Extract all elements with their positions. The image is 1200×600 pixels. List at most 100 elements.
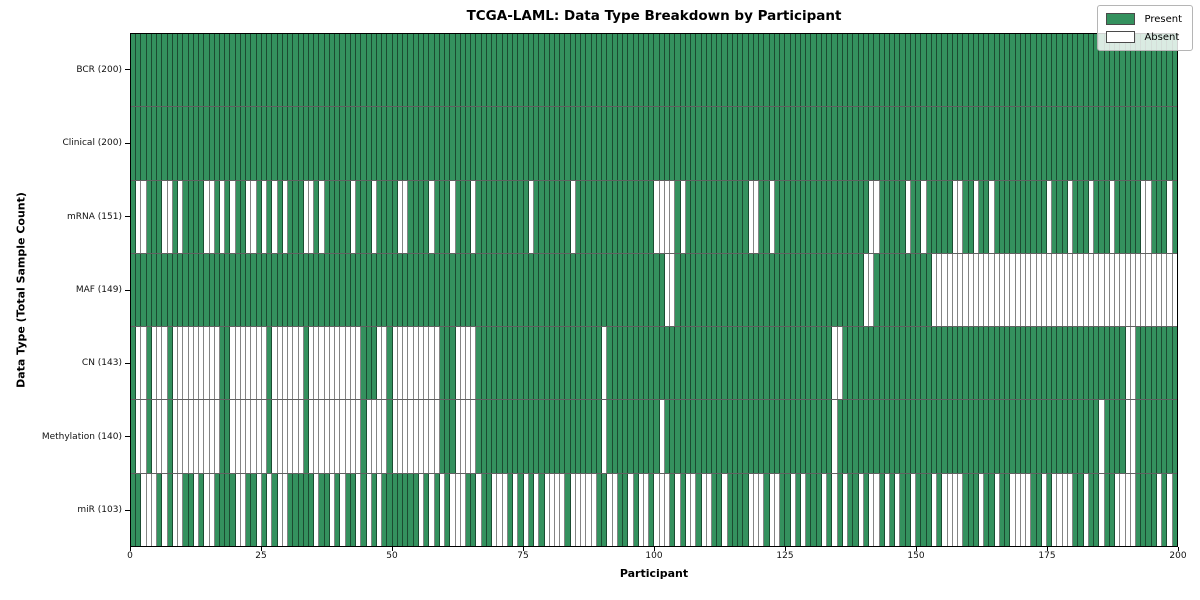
heatmap-cell bbox=[356, 107, 362, 180]
heatmap-cell bbox=[958, 107, 964, 180]
heatmap-cell bbox=[350, 107, 357, 180]
heatmap-cell bbox=[617, 400, 624, 473]
heatmap-cell bbox=[230, 253, 236, 327]
heatmap-cell bbox=[638, 107, 644, 180]
heatmap-cell bbox=[502, 34, 508, 107]
heatmap-cell bbox=[832, 34, 838, 107]
heatmap-cell bbox=[884, 473, 890, 546]
heatmap-cell bbox=[387, 473, 393, 546]
heatmap-cell bbox=[455, 327, 461, 400]
heatmap-cell bbox=[209, 327, 215, 400]
heatmap-cell bbox=[952, 107, 959, 180]
heatmap-cell bbox=[759, 180, 765, 253]
heatmap-cell bbox=[466, 327, 472, 400]
heatmap-cell bbox=[973, 253, 979, 327]
heatmap-cell bbox=[633, 327, 639, 400]
heatmap-cell bbox=[131, 180, 137, 253]
heatmap-cell bbox=[471, 107, 477, 180]
heatmap-cell bbox=[889, 107, 896, 180]
heatmap-cell bbox=[204, 107, 210, 180]
heatmap-cell bbox=[418, 34, 425, 107]
heatmap-cell bbox=[1172, 327, 1177, 400]
heatmap-cell bbox=[1041, 107, 1048, 180]
heatmap-cell bbox=[570, 400, 576, 473]
x-tick-mark bbox=[523, 547, 524, 551]
heatmap-cell bbox=[539, 34, 545, 107]
heatmap-cell bbox=[1010, 473, 1016, 546]
heatmap-cell bbox=[413, 253, 419, 327]
heatmap-cell bbox=[1167, 34, 1173, 107]
heatmap-cell bbox=[199, 400, 205, 473]
heatmap-cell bbox=[984, 107, 990, 180]
heatmap-cell bbox=[219, 327, 226, 400]
heatmap-cell bbox=[743, 400, 749, 473]
heatmap-cell bbox=[717, 180, 723, 253]
heatmap-cell bbox=[460, 107, 466, 180]
heatmap-cell bbox=[1067, 34, 1074, 107]
heatmap-cell bbox=[596, 107, 603, 180]
heatmap-cell bbox=[455, 180, 461, 253]
heatmap-cell bbox=[298, 107, 304, 180]
heatmap-cell bbox=[544, 180, 550, 253]
heatmap-cell bbox=[884, 327, 890, 400]
heatmap-cell bbox=[607, 473, 613, 546]
heatmap-cell bbox=[497, 34, 503, 107]
heatmap-cell bbox=[162, 180, 168, 253]
heatmap-cell bbox=[544, 107, 550, 180]
heatmap-cell bbox=[335, 107, 341, 180]
heatmap-cell bbox=[895, 34, 901, 107]
heatmap-cell bbox=[392, 400, 398, 473]
y-tick-mark bbox=[125, 509, 130, 511]
heatmap-cell bbox=[1130, 34, 1136, 107]
heatmap-cell bbox=[769, 253, 775, 327]
heatmap-cell bbox=[1062, 327, 1068, 400]
heatmap-cell bbox=[722, 473, 728, 546]
heatmap-cell bbox=[1005, 473, 1011, 546]
heatmap-cell bbox=[895, 400, 901, 473]
heatmap-cell bbox=[387, 107, 393, 180]
heatmap-cell bbox=[1146, 34, 1152, 107]
heatmap-cell bbox=[240, 34, 247, 107]
heatmap-cell bbox=[1136, 327, 1142, 400]
heatmap-cell bbox=[685, 107, 692, 180]
heatmap-cell bbox=[1088, 327, 1095, 400]
heatmap-cell bbox=[131, 400, 137, 473]
heatmap-cell bbox=[507, 253, 514, 327]
heatmap-cell bbox=[942, 107, 948, 180]
heatmap-cell bbox=[204, 327, 210, 400]
heatmap-cell bbox=[382, 327, 388, 400]
heatmap-cell bbox=[869, 473, 875, 546]
heatmap-cell bbox=[821, 400, 828, 473]
heatmap-cell bbox=[413, 327, 419, 400]
heatmap-cell bbox=[183, 180, 189, 253]
heatmap-cell bbox=[450, 327, 456, 400]
heatmap-cell bbox=[335, 180, 341, 253]
heatmap-cell bbox=[706, 400, 713, 473]
heatmap-cell bbox=[722, 253, 728, 327]
heatmap-cell bbox=[659, 400, 665, 473]
heatmap-cell bbox=[570, 473, 576, 546]
heatmap-cell bbox=[565, 253, 571, 327]
heatmap-cell bbox=[162, 34, 168, 107]
heatmap-cell bbox=[549, 34, 555, 107]
heatmap-cell bbox=[1162, 180, 1168, 253]
heatmap-cell bbox=[989, 400, 995, 473]
heatmap-cell bbox=[795, 473, 801, 546]
heatmap-cell bbox=[324, 400, 330, 473]
heatmap-cell bbox=[821, 34, 828, 107]
heatmap-cell bbox=[596, 473, 603, 546]
heatmap-cell bbox=[905, 327, 911, 400]
heatmap-cell bbox=[1052, 180, 1058, 253]
heatmap-cell bbox=[654, 107, 660, 180]
heatmap-cell bbox=[905, 400, 911, 473]
y-tick-mark bbox=[125, 362, 130, 364]
heatmap-cell bbox=[963, 107, 969, 180]
heatmap-cell bbox=[172, 400, 179, 473]
heatmap-cell bbox=[513, 473, 519, 546]
heatmap-cell bbox=[764, 400, 770, 473]
heatmap-cell bbox=[466, 400, 472, 473]
heatmap-cell bbox=[502, 180, 508, 253]
x-tick-label: 175 bbox=[1038, 551, 1056, 561]
heatmap-cell bbox=[1078, 34, 1084, 107]
heatmap-cell bbox=[1088, 34, 1095, 107]
